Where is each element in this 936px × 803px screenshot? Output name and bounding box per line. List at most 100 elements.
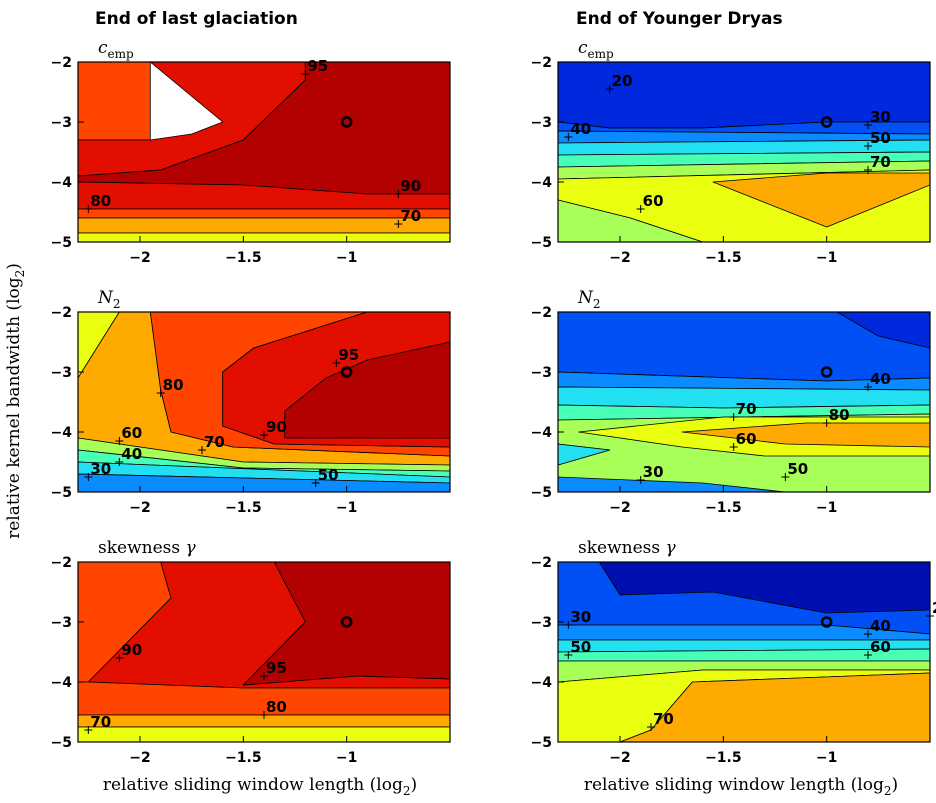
contour-band bbox=[78, 681, 450, 716]
x-tick-label: −1 bbox=[336, 250, 357, 266]
contour-label-marker bbox=[781, 473, 790, 481]
x-tick-label: −1.5 bbox=[705, 500, 742, 516]
contour-label-marker bbox=[301, 70, 310, 78]
plot-frame bbox=[77, 561, 451, 743]
y-tick-label: −5 bbox=[51, 235, 72, 251]
reference-point-marker bbox=[340, 616, 353, 628]
contour-label-marker bbox=[260, 711, 268, 719]
contour-band bbox=[558, 443, 611, 466]
contour-level-label: 70 bbox=[400, 207, 421, 225]
contour-band bbox=[558, 648, 930, 662]
contour-label-marker bbox=[311, 479, 320, 487]
contour-label-marker bbox=[564, 651, 573, 659]
contour-label-marker bbox=[115, 458, 124, 466]
y-tick-label: −3 bbox=[51, 115, 72, 131]
contour-band bbox=[558, 624, 930, 641]
panel-variable-label: cemp bbox=[98, 38, 134, 61]
contour-level-label: 20 bbox=[612, 72, 633, 90]
y-tick-label: −4 bbox=[531, 425, 553, 441]
y-tick-label: −2 bbox=[51, 555, 72, 571]
reference-point-marker bbox=[820, 616, 833, 628]
contour-label-marker bbox=[864, 142, 872, 150]
y-tick-label: −4 bbox=[51, 175, 73, 191]
contour-label-marker bbox=[198, 446, 206, 454]
y-tick-label: −3 bbox=[531, 365, 552, 381]
x-tick-label: −2 bbox=[129, 500, 150, 516]
y-tick-label: −2 bbox=[531, 55, 552, 71]
x-tick-label: −1.5 bbox=[705, 750, 742, 766]
contour-level-label: 80 bbox=[90, 192, 111, 210]
contour-label-marker bbox=[605, 85, 614, 93]
contour-band bbox=[558, 160, 930, 180]
x-tick-label: −1.5 bbox=[705, 250, 742, 266]
contour-band bbox=[78, 437, 450, 472]
contour-band bbox=[712, 172, 930, 228]
contour-band bbox=[78, 473, 450, 492]
contour-panel: −2 −3 −4 −5 −2 −1.5 −1 cemp 95 90 80 70 bbox=[51, 38, 451, 266]
contour-label-marker bbox=[864, 651, 872, 659]
contour-level-label: 90 bbox=[121, 641, 142, 659]
contour-level-label: 70 bbox=[736, 400, 757, 418]
contour-level-label: 50 bbox=[570, 638, 591, 656]
contour-level-label: 2 bbox=[932, 599, 936, 617]
contour-band bbox=[78, 726, 450, 742]
column-title-right: End of Younger Dryas bbox=[576, 9, 783, 29]
contour-level-label: 40 bbox=[570, 120, 591, 138]
contour-band bbox=[558, 371, 930, 391]
x-tick-label: −2 bbox=[609, 250, 630, 266]
column-title-left: End of last glaciation bbox=[95, 9, 298, 29]
x-axis-label-right: relative sliding window length (log2) bbox=[584, 775, 898, 798]
contour-band bbox=[78, 62, 151, 141]
reference-point-marker bbox=[340, 366, 353, 378]
contour-level-label: 70 bbox=[870, 153, 891, 171]
y-tick-label: −2 bbox=[531, 305, 552, 321]
panel-variable-label: N2 bbox=[577, 288, 601, 311]
y-tick-label: −4 bbox=[51, 425, 73, 441]
y-tick-label: −4 bbox=[531, 175, 553, 191]
contour-level-label: 40 bbox=[870, 617, 891, 635]
plot-frame bbox=[557, 311, 931, 493]
contour-level-label: 90 bbox=[400, 177, 421, 195]
contour-band bbox=[78, 461, 450, 484]
contour-level-label: 50 bbox=[787, 460, 808, 478]
y-tick-label: −3 bbox=[531, 115, 552, 131]
y-tick-label: −3 bbox=[51, 615, 72, 631]
plot-frame bbox=[557, 61, 931, 243]
reference-point-marker bbox=[340, 116, 353, 128]
x-tick-label: −1 bbox=[816, 750, 837, 766]
contour-level-label: 70 bbox=[653, 710, 674, 728]
contour-band bbox=[558, 139, 930, 156]
contour-label-marker bbox=[260, 431, 268, 439]
contour-label-marker bbox=[564, 621, 573, 629]
contour-level-label: 70 bbox=[204, 433, 225, 451]
contour-panel: −2 −3 −4 −5 −2 −1.5 −1 N2 95 80 90 70 60 40 30 50 bbox=[51, 288, 451, 516]
x-tick-label: −2 bbox=[609, 750, 630, 766]
contour-level-label: 95 bbox=[307, 57, 328, 75]
contour-band bbox=[598, 562, 930, 614]
contour-label-marker bbox=[115, 654, 124, 662]
contour-label-marker bbox=[864, 383, 872, 391]
y-tick-label: −3 bbox=[531, 615, 552, 631]
contour-level-label: 30 bbox=[90, 460, 111, 478]
contour-level-label: 50 bbox=[318, 466, 339, 484]
contour-band bbox=[78, 208, 450, 219]
contour-band bbox=[284, 341, 450, 439]
contour-fill-group bbox=[558, 562, 930, 742]
contour-label-marker bbox=[84, 205, 93, 213]
contour-level-label: 30 bbox=[870, 108, 891, 126]
contour-label-marker bbox=[115, 437, 124, 445]
contour-band bbox=[78, 449, 450, 478]
plot-frame bbox=[77, 61, 451, 243]
contour-level-label: 80 bbox=[163, 376, 184, 394]
contour-fill-group bbox=[558, 62, 930, 242]
y-tick-label: −5 bbox=[531, 735, 552, 751]
contour-label-marker bbox=[260, 672, 268, 680]
contour-band bbox=[78, 217, 450, 234]
x-tick-label: −1.5 bbox=[225, 500, 262, 516]
contour-panel: −2 −3 −4 −5 −2 −1.5 −1 skewness γ 90 95 80 70 bbox=[51, 538, 451, 766]
y-tick-label: −3 bbox=[51, 365, 72, 381]
contour-band bbox=[558, 199, 704, 242]
contour-label-marker bbox=[156, 389, 165, 397]
panel-variable-label: skewness γ bbox=[578, 538, 677, 558]
y-tick-label: −5 bbox=[51, 735, 72, 751]
